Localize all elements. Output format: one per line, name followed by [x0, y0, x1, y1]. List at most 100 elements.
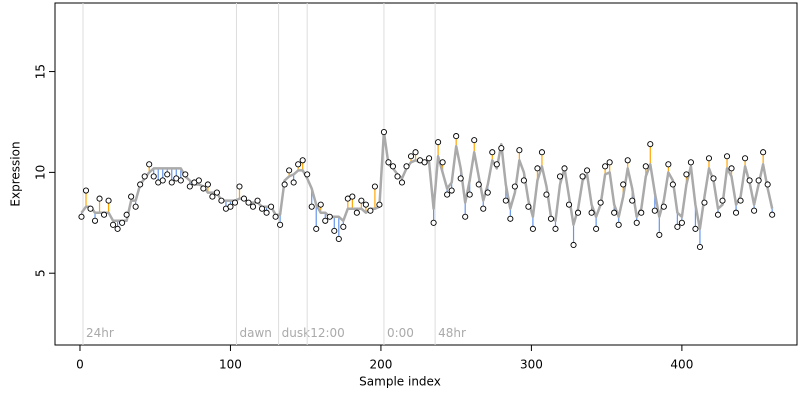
point [692, 225, 699, 232]
point [249, 203, 257, 210]
fitted-line [80, 130, 774, 231]
point [687, 159, 694, 166]
point [398, 179, 406, 186]
point [462, 213, 469, 220]
x-tick-label: 300 [520, 358, 543, 372]
point [570, 241, 577, 249]
point [236, 183, 243, 190]
point [78, 213, 85, 220]
point [602, 163, 609, 170]
point [114, 225, 121, 232]
point [742, 155, 749, 162]
point [82, 187, 90, 194]
point [367, 207, 374, 214]
point [128, 193, 135, 200]
point [362, 201, 369, 208]
point [164, 171, 171, 178]
event-label: 0:00 [387, 326, 414, 340]
point [240, 195, 248, 202]
point [110, 221, 117, 228]
point [277, 221, 284, 228]
point [755, 177, 762, 184]
point [389, 163, 397, 170]
point [489, 149, 496, 156]
point [281, 181, 288, 188]
point [575, 209, 582, 216]
point [119, 219, 126, 226]
point [647, 141, 654, 148]
event-label: dusk [282, 326, 310, 340]
point [480, 205, 487, 212]
point [200, 185, 207, 192]
point [394, 173, 401, 180]
y-axis-label: Expression [9, 141, 23, 206]
point [259, 205, 266, 212]
point [268, 203, 275, 210]
point [475, 181, 482, 188]
point [444, 191, 451, 198]
point [597, 199, 604, 206]
point [430, 219, 437, 226]
point [371, 183, 378, 190]
point [683, 171, 690, 178]
point [651, 207, 658, 214]
point [588, 209, 595, 216]
point [380, 129, 387, 136]
point [638, 209, 645, 216]
point [412, 149, 419, 156]
point [660, 203, 667, 210]
point [764, 181, 771, 188]
point [520, 177, 527, 184]
point [710, 175, 717, 182]
x-tick-label: 200 [369, 358, 392, 372]
point [453, 133, 460, 140]
point [218, 197, 225, 204]
point [593, 225, 600, 232]
y-tick-label: 15 [34, 64, 48, 79]
point [484, 189, 491, 196]
y-tick-label: 10 [34, 165, 48, 180]
point [719, 197, 726, 204]
point [105, 197, 112, 204]
point [511, 183, 518, 190]
point [556, 173, 564, 180]
point [182, 171, 189, 178]
event-label: dawn [239, 326, 271, 340]
point [376, 201, 383, 208]
y-tick-label: 5 [34, 269, 48, 277]
point [705, 155, 713, 162]
point [435, 139, 442, 146]
point [498, 145, 505, 152]
point [561, 165, 568, 172]
point [146, 161, 153, 168]
point [529, 225, 536, 232]
point [331, 227, 338, 234]
point [322, 217, 329, 224]
point [552, 225, 559, 232]
point [313, 225, 320, 232]
point [629, 197, 636, 204]
point [141, 173, 148, 180]
point [737, 197, 744, 204]
point [96, 195, 103, 202]
point [565, 201, 573, 208]
point [290, 179, 297, 186]
point [403, 163, 410, 170]
point [471, 137, 478, 144]
point [525, 203, 532, 210]
point [665, 161, 672, 168]
point [678, 219, 685, 226]
point [286, 167, 293, 174]
point [674, 223, 681, 230]
point [538, 149, 545, 156]
point [751, 207, 758, 214]
x-tick-label: 0 [76, 358, 84, 372]
point [624, 157, 631, 164]
point [123, 211, 130, 218]
point [584, 167, 591, 174]
point [159, 177, 166, 184]
point [213, 189, 220, 196]
point [304, 171, 311, 178]
point [326, 213, 333, 220]
point [769, 211, 776, 218]
